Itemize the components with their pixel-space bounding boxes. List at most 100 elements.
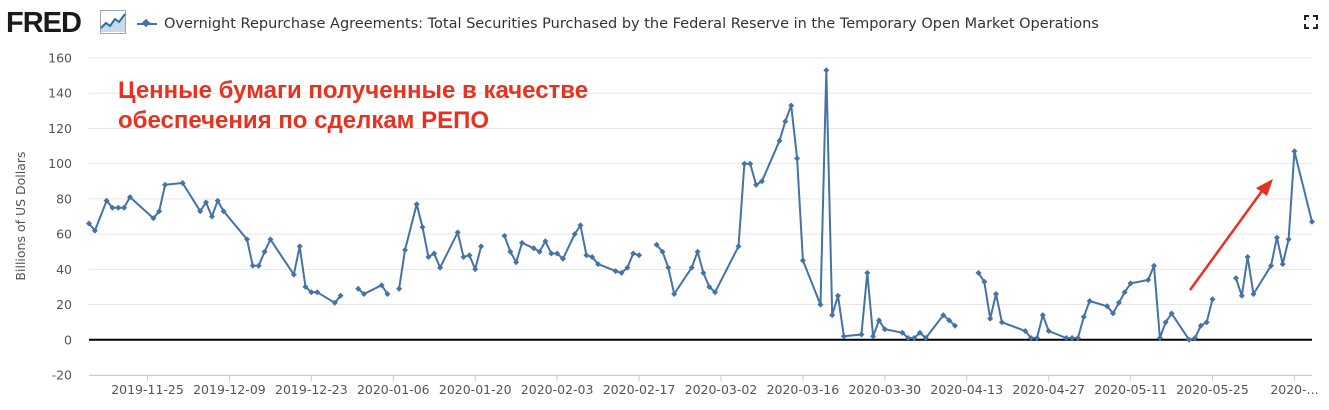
data-point [1069,335,1076,341]
data-point [694,248,701,255]
data-point [922,335,929,341]
data-point [1145,276,1152,283]
data-point [255,262,262,269]
data-point [799,257,806,264]
x-tick-label: 2020-01-20 [439,382,512,397]
data-point [946,317,953,324]
data-point [747,160,754,167]
data-point [1063,335,1070,341]
data-point [1151,262,1157,269]
data-point [413,201,420,208]
y-tick-label: -20 [52,368,72,383]
data-point [1121,289,1128,296]
data-point [700,269,707,276]
x-tick-label: 2020-01-06 [357,382,430,397]
y-tick-label: 80 [56,191,72,206]
x-tick-label: 2019-12-23 [275,382,348,397]
x-tick-label: 2020-04-13 [930,382,1003,397]
data-point [911,335,918,341]
data-point [1115,299,1122,306]
x-tick-label: 2019-11-25 [111,382,184,397]
data-point [782,118,789,125]
data-point [1232,275,1239,282]
fred-logo[interactable]: FRED [6,7,82,39]
data-point [987,315,994,322]
data-point [396,285,403,292]
data-point [249,262,256,269]
data-point [554,250,561,257]
series-line [977,264,1214,341]
data-point [115,204,122,211]
data-point [776,137,783,144]
data-point [618,269,625,276]
data-point [220,208,227,215]
data-point [735,243,742,250]
y-tick-label: 120 [48,121,72,136]
fullscreen-icon[interactable] [1304,15,1318,29]
data-point [753,181,760,188]
data-point [1285,236,1292,243]
data-point [916,329,923,336]
data-point [214,197,221,204]
data-point [712,289,719,296]
gridlines [89,57,1312,376]
data-point [384,291,391,297]
data-point [1080,313,1087,320]
data-point [788,102,795,109]
y-tick-label: 40 [56,262,72,277]
series-points [86,67,1315,343]
data-point [466,252,473,259]
data-point [290,271,297,278]
x-tick-label: 2020-03-16 [767,382,840,397]
data-point [1127,280,1134,287]
data-point [519,239,525,246]
x-tick-label: 2020-05-25 [1176,382,1249,397]
data-point [536,248,543,255]
data-point [905,335,912,341]
data-point [208,213,215,220]
data-point [1186,336,1193,343]
x-tick-label: 2020-05-11 [1094,382,1167,397]
data-point [665,264,672,271]
data-point [1110,310,1116,317]
data-point [571,231,578,238]
data-point [993,291,999,297]
data-point [1039,312,1046,319]
data-point [156,208,163,215]
data-point [1028,335,1035,341]
data-point [577,222,584,229]
data-point [653,241,660,248]
chart-line-icon [100,10,126,34]
data-point [1244,254,1251,260]
data-point [823,67,830,74]
data-point [1209,296,1216,303]
data-point [1273,234,1280,241]
data-point [127,194,133,201]
series-line [398,203,483,289]
data-point [530,245,537,252]
data-point [1197,322,1204,329]
data-point [162,181,169,188]
data-point [542,238,549,245]
data-point [975,269,982,276]
data-point [870,333,877,340]
data-point [1291,148,1298,155]
chart-legend[interactable]: Overnight Repurchase Agreements: Total S… [137,14,1099,34]
data-point [501,232,508,239]
chart-header: FRED Overnight Repurchase Agreements: To… [0,0,1329,46]
data-point [86,220,92,227]
data-point [624,264,631,271]
data-point [150,215,157,222]
series-line [1234,150,1313,297]
data-point [595,261,602,268]
y-tick-label: 20 [56,297,72,312]
data-point [402,247,408,253]
data-point [419,224,426,231]
data-point [630,250,637,257]
y-tick-label: 60 [56,227,72,242]
data-point [1268,262,1274,269]
x-tick-label: 2020-04-27 [1012,382,1085,397]
data-point [688,264,695,271]
data-point [876,317,882,324]
